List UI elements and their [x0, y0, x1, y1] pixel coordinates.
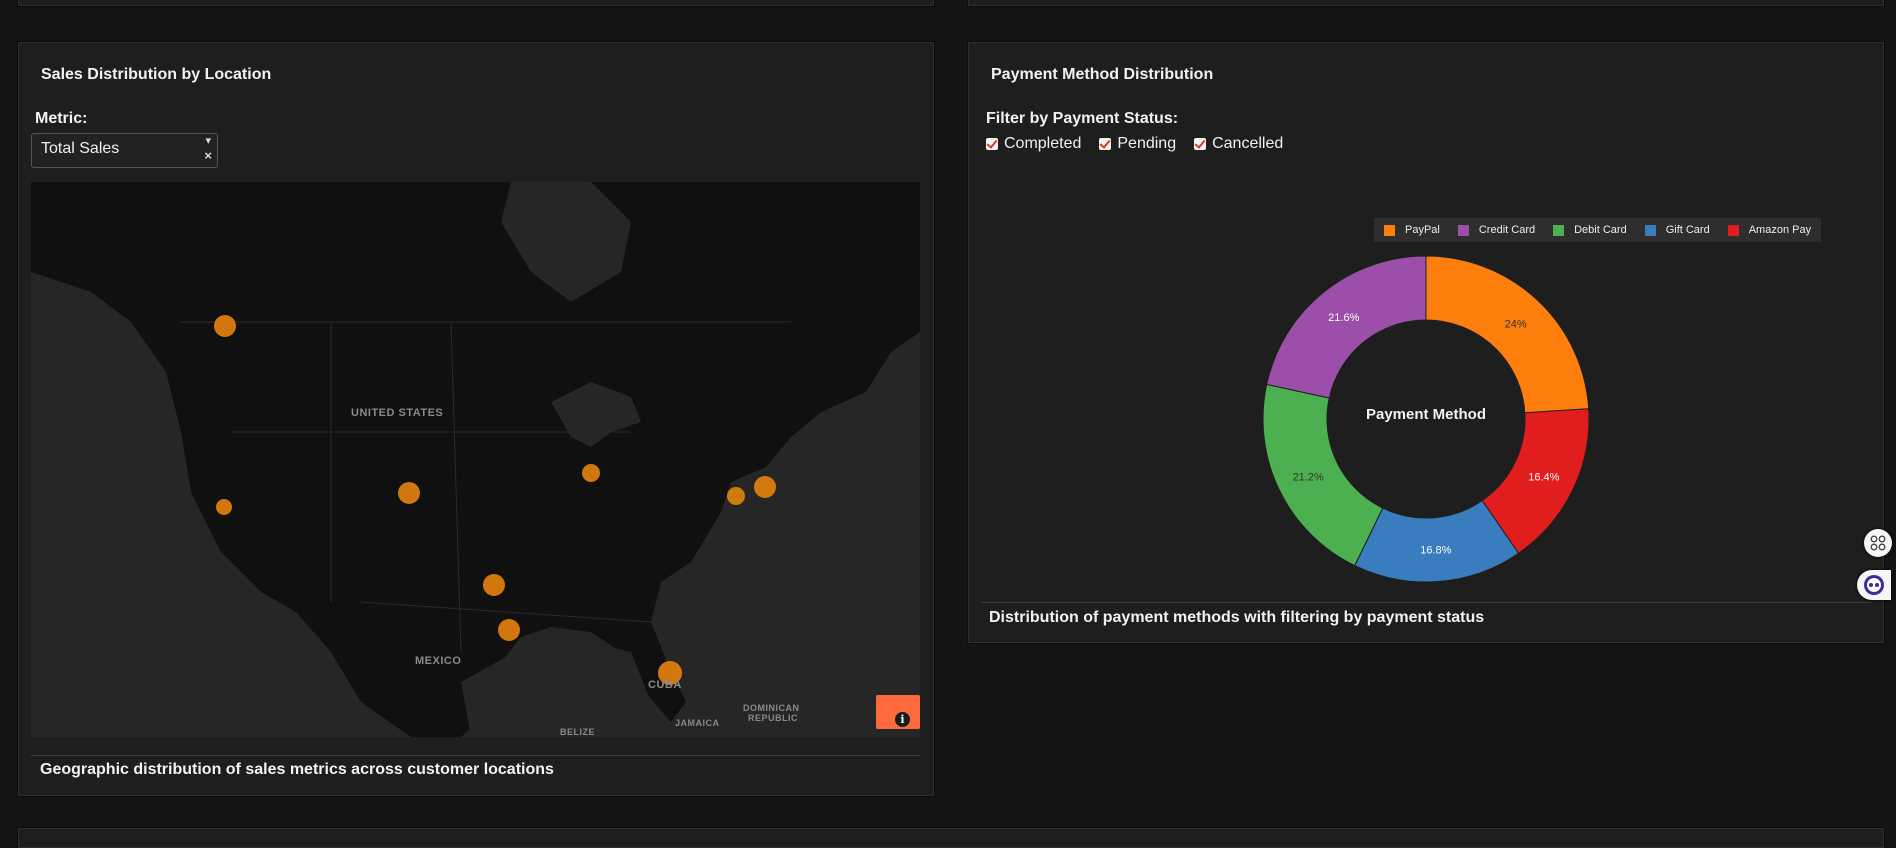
filter-pending-label: Pending	[1117, 135, 1177, 152]
metric-select[interactable]: Total Sales ▾ ×	[31, 133, 218, 168]
map-marker[interactable]	[582, 464, 600, 482]
place-label-mexico: MEXICO	[415, 655, 462, 667]
legend-swatch	[1457, 224, 1469, 236]
bottom-card	[18, 828, 1884, 848]
place-label-jamaica: JAMAICA	[675, 718, 720, 728]
map-marker[interactable]	[216, 499, 232, 515]
legend-item-debit-card[interactable]: Debit Card	[1553, 224, 1627, 236]
payment-card: Payment Method Distribution Filter by Pa…	[968, 42, 1884, 643]
clear-icon[interactable]: ×	[204, 148, 212, 163]
legend-swatch	[1384, 224, 1395, 236]
top-left-card	[18, 0, 934, 6]
top-right-card	[968, 0, 1884, 6]
filter-completed-label: Completed	[1004, 135, 1082, 152]
chart-legend: PayPal Credit Card Debit Card Gift Card Amaz…	[1374, 218, 1822, 242]
legend-label: Amazon Pay	[1748, 224, 1812, 236]
filter-cancelled[interactable]: Cancelled	[1194, 135, 1283, 153]
land-north-america	[31, 182, 920, 737]
payment-footer: Distribution of payment methods with fil…	[989, 609, 1485, 626]
legend-swatch	[1644, 224, 1656, 236]
metric-label: Metric:	[35, 110, 88, 127]
metric-select-value: Total Sales	[41, 140, 120, 157]
donut-center-label: Payment Method	[1366, 406, 1486, 423]
payment-filter-label: Filter by Payment Status:	[986, 110, 1179, 127]
map-marker[interactable]	[727, 487, 745, 505]
legend-swatch	[1553, 224, 1565, 236]
place-label-dominican: DOMINICAN	[743, 703, 800, 713]
legend-item-paypal[interactable]: PayPal	[1384, 224, 1440, 236]
filter-pending[interactable]: Pending	[1099, 135, 1176, 153]
donut-label-credit-card: 21.6%	[1328, 312, 1359, 324]
sales-map-footer: Geographic distribution of sales metrics…	[40, 761, 554, 778]
filter-cancelled-label: Cancelled	[1212, 135, 1284, 152]
donut-label-amazon-pay: 16.4%	[1528, 471, 1559, 483]
donut-label-gift-card: 16.8%	[1420, 545, 1451, 557]
legend-label: Gift Card	[1665, 224, 1710, 236]
legend-item-amazon-pay[interactable]: Amazon Pay	[1727, 224, 1812, 236]
payment-divider	[981, 602, 1872, 603]
legend-item-gift-card[interactable]: Gift Card	[1644, 224, 1710, 236]
assistant-icon-glyph	[1864, 575, 1884, 595]
hudson-bay	[501, 182, 631, 302]
map-marker[interactable]	[658, 661, 682, 685]
donut-label-paypal: 24%	[1505, 319, 1527, 331]
filter-completed[interactable]: Completed	[986, 135, 1081, 153]
legend-label: PayPal	[1405, 224, 1440, 236]
place-label-united-states: UNITED STATES	[351, 407, 444, 419]
donut-slice-debit-card[interactable]	[1262, 383, 1384, 567]
payment-title: Payment Method Distribution	[991, 66, 1214, 83]
great-lakes	[551, 382, 641, 447]
place-label-republic: REPUBLIC	[748, 713, 799, 723]
place-label-cuba: CUBA	[648, 679, 682, 691]
legend-item-credit-card[interactable]: Credit Card	[1457, 224, 1536, 236]
payment-status-filters: Completed Pending Cancelled	[986, 135, 1283, 153]
checkbox-checked-icon[interactable]	[1099, 138, 1112, 150]
map-marker[interactable]	[498, 619, 520, 641]
donut-slice-credit-card[interactable]	[1266, 255, 1427, 399]
chevron-down-icon[interactable]: ▾	[205, 135, 211, 147]
sales-map-title: Sales Distribution by Location	[41, 66, 272, 83]
checkbox-checked-icon[interactable]	[1194, 138, 1207, 150]
map-marker[interactable]	[214, 315, 236, 337]
map-marker[interactable]	[398, 482, 420, 504]
legend-swatch	[1727, 224, 1739, 236]
donut-label-debit-card: 21.2%	[1293, 471, 1324, 483]
info-icon[interactable]: i	[895, 712, 910, 727]
sales-map-card: Sales Distribution by Location Metric: T…	[18, 42, 934, 796]
checkbox-checked-icon[interactable]	[986, 138, 998, 150]
grid-icon-glyph	[1870, 535, 1886, 551]
payment-donut-chart[interactable]: 24% 16.4% 16.8% 21.2% 21.6% Payment Method	[969, 183, 1885, 583]
sales-map-divider	[31, 755, 920, 756]
place-label-belize: BELIZE	[560, 727, 596, 737]
legend-label: Debit Card	[1574, 224, 1627, 236]
assistant-icon[interactable]	[1857, 570, 1891, 600]
gulf-of-mexico	[461, 632, 651, 737]
map-marker[interactable]	[483, 574, 505, 596]
map-marker[interactable]	[754, 476, 776, 498]
map-canvas	[31, 182, 920, 737]
donut-slice-paypal[interactable]	[1425, 255, 1590, 414]
sales-map[interactable]: UNITED STATES MEXICO CUBA DOMINICAN REPU…	[31, 182, 920, 737]
grid-icon[interactable]	[1864, 529, 1892, 557]
legend-label: Credit Card	[1478, 224, 1536, 236]
